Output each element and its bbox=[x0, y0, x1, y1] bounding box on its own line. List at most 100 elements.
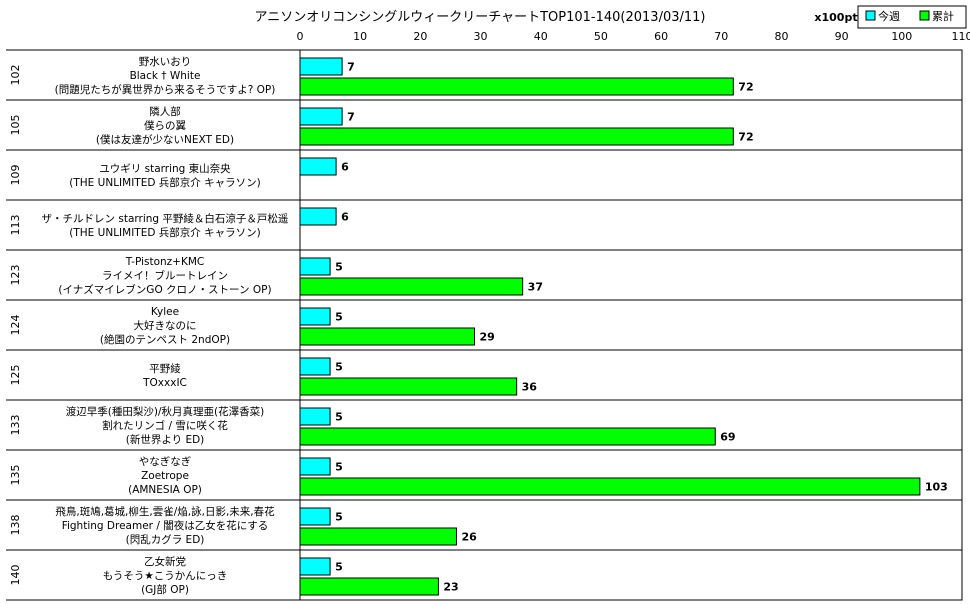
row-label-line: 隣人部 bbox=[149, 105, 181, 118]
weekly-bar bbox=[299, 57, 343, 76]
chart-row: 113 ザ・チルドレン starring 平野綾＆白石涼子＆戸松遥(THE UNL… bbox=[9, 212, 289, 239]
weekly-value-label: 5 bbox=[335, 361, 343, 374]
row-label-line: 渡辺早季(種田梨沙)/秋月真理亜(花澤香菜) bbox=[66, 405, 264, 418]
weekly-bar bbox=[299, 457, 331, 476]
chart-row: 135 やなぎなぎ Zoetrope (AMNESIA OP) bbox=[9, 455, 202, 496]
weekly-value-label: 5 bbox=[335, 311, 343, 324]
row-label-line: (AMNESIA OP) bbox=[128, 484, 202, 496]
rank-label: 113 bbox=[9, 215, 22, 236]
row-label-line: (イナズマイレブンGO クロノ・ストーン OP) bbox=[58, 283, 271, 296]
total-bar bbox=[299, 327, 476, 346]
chart-title: アニソンオリコンシングルウィークリーチャートTOP101-140(2013/03… bbox=[254, 10, 705, 25]
row-label-line: 平野綾 bbox=[149, 362, 181, 375]
total-bar bbox=[299, 527, 457, 546]
plot-frame bbox=[299, 49, 963, 601]
weekly-value-label: 5 bbox=[335, 411, 343, 424]
rank-label: 123 bbox=[9, 265, 22, 286]
total-bar bbox=[299, 427, 716, 446]
row-label-line: (閃乱カグラ ED) bbox=[126, 533, 205, 546]
row-label-line: (新世界より ED) bbox=[126, 433, 205, 446]
total-value-label: 72 bbox=[738, 81, 753, 94]
x-tick-label: 50 bbox=[594, 30, 608, 43]
legend-swatch-total bbox=[919, 10, 930, 21]
rank-label: 140 bbox=[9, 565, 22, 586]
chart-row: 102 野水いおり Black † White(問題児たちが異世界から来るそうですよ… bbox=[9, 56, 275, 96]
total-value-label: 23 bbox=[443, 581, 458, 594]
legend-label-total: 累計 bbox=[932, 9, 954, 23]
chart-rows: 102 野水いおり Black † White(問題児たちが異世界から来るそうですよ… bbox=[9, 56, 289, 596]
weekly-bar bbox=[299, 207, 337, 226]
x-tick-label: 0 bbox=[297, 30, 304, 43]
weekly-bar bbox=[299, 507, 331, 526]
row-label-line: 僕らの翼 bbox=[144, 119, 186, 132]
rank-label: 124 bbox=[9, 315, 22, 336]
total-value-label: 103 bbox=[925, 481, 948, 494]
row-label-line: 大好きなのに bbox=[134, 319, 197, 332]
rank-label: 135 bbox=[9, 465, 22, 486]
row-label-line: ザ・チルドレン starring 平野綾＆白石涼子＆戸松遥 bbox=[42, 212, 289, 225]
row-label-line: Fighting Dreamer / 闇夜は乙女を花にする bbox=[62, 519, 269, 532]
x-tick-label: 70 bbox=[714, 30, 728, 43]
rank-label: 109 bbox=[9, 165, 22, 186]
total-value-label: 69 bbox=[720, 431, 735, 444]
row-label-line: 割れたリンゴ / 雪に咲く花 bbox=[102, 419, 228, 432]
x-tick-label: 60 bbox=[654, 30, 668, 43]
row-label-line: (絶園のテンペスト 2ndOP) bbox=[100, 333, 230, 346]
row-label-line: (僕は友達が少ないNEXT ED) bbox=[96, 133, 234, 146]
chart-row: 109 ユウギリ starring 東山奈央(THE UNLIMITED 兵部京介… bbox=[9, 162, 261, 189]
row-label-line: T-Pistonz+KMC bbox=[125, 256, 205, 268]
row-label-line: やなぎなぎ bbox=[139, 455, 192, 468]
weekly-bar bbox=[299, 557, 331, 576]
legend-label-weekly: 今週 bbox=[878, 9, 900, 23]
x-tick-label: 80 bbox=[774, 30, 788, 43]
row-label-line: Kylee bbox=[151, 306, 179, 318]
x-tick-label: 40 bbox=[534, 30, 548, 43]
row-label-line: Zoetrope bbox=[141, 470, 189, 482]
weekly-bar bbox=[299, 107, 343, 126]
row-label-line: (問題児たちが異世界から来るそうですよ? OP) bbox=[55, 83, 276, 96]
unit-label: x100pt bbox=[814, 11, 857, 24]
row-label-line: (THE UNLIMITED 兵部京介 キャラソン) bbox=[69, 226, 260, 239]
weekly-value-label: 5 bbox=[335, 561, 343, 574]
total-value-label: 37 bbox=[528, 281, 543, 294]
total-bar bbox=[299, 477, 921, 496]
row-label-line: (GJ部 OP) bbox=[141, 583, 189, 596]
weekly-value-label: 5 bbox=[335, 461, 343, 474]
weekly-value-label: 5 bbox=[335, 261, 343, 274]
total-value-label: 26 bbox=[461, 531, 477, 544]
total-bar bbox=[299, 577, 439, 596]
weekly-value-label: 5 bbox=[335, 511, 343, 524]
legend: 今週 累計 bbox=[857, 5, 967, 29]
row-label-line: 飛鳥,斑鳩,葛城,柳生,雲雀/焔,詠,日影,未来,春花 bbox=[55, 505, 275, 518]
rank-label: 133 bbox=[9, 415, 22, 436]
row-label-line: 乙女新党 bbox=[144, 555, 186, 568]
row-label-line: 野水いおり bbox=[139, 56, 192, 68]
row-label-line: ユウギリ starring 東山奈央 bbox=[99, 162, 231, 175]
total-bar bbox=[299, 77, 734, 96]
weekly-bar bbox=[299, 407, 331, 426]
rank-label: 138 bbox=[9, 515, 22, 536]
x-tick-label: 30 bbox=[474, 30, 488, 43]
weekly-value-label: 7 bbox=[347, 61, 355, 74]
weekly-value-label: 6 bbox=[341, 161, 349, 174]
chart-row: 125 平野綾 TOxxxIC bbox=[9, 362, 187, 389]
total-bar bbox=[299, 277, 524, 296]
legend-swatch-weekly bbox=[865, 10, 876, 21]
row-label-line: もうそう★こうかんにっき bbox=[103, 570, 228, 582]
x-tick-label: 100 bbox=[891, 30, 912, 43]
rank-label: 105 bbox=[9, 115, 22, 136]
weekly-value-label: 7 bbox=[347, 111, 355, 124]
row-label-line: TOxxxIC bbox=[142, 377, 187, 389]
rank-label: 102 bbox=[9, 65, 22, 86]
weekly-bar bbox=[299, 357, 331, 376]
weekly-value-label: 6 bbox=[341, 211, 349, 224]
x-tick-label: 10 bbox=[353, 30, 367, 43]
row-label-line: ライメイ！ブルートレイン bbox=[102, 269, 228, 282]
row-label-line: (THE UNLIMITED 兵部京介 キャラソン) bbox=[69, 176, 260, 189]
row-label-line: Black † White bbox=[130, 70, 201, 82]
chart-row: 133 渡辺早季(種田梨沙)/秋月真理亜(花澤香菜)割れたリンゴ / 雪に咲く花(… bbox=[9, 405, 264, 446]
